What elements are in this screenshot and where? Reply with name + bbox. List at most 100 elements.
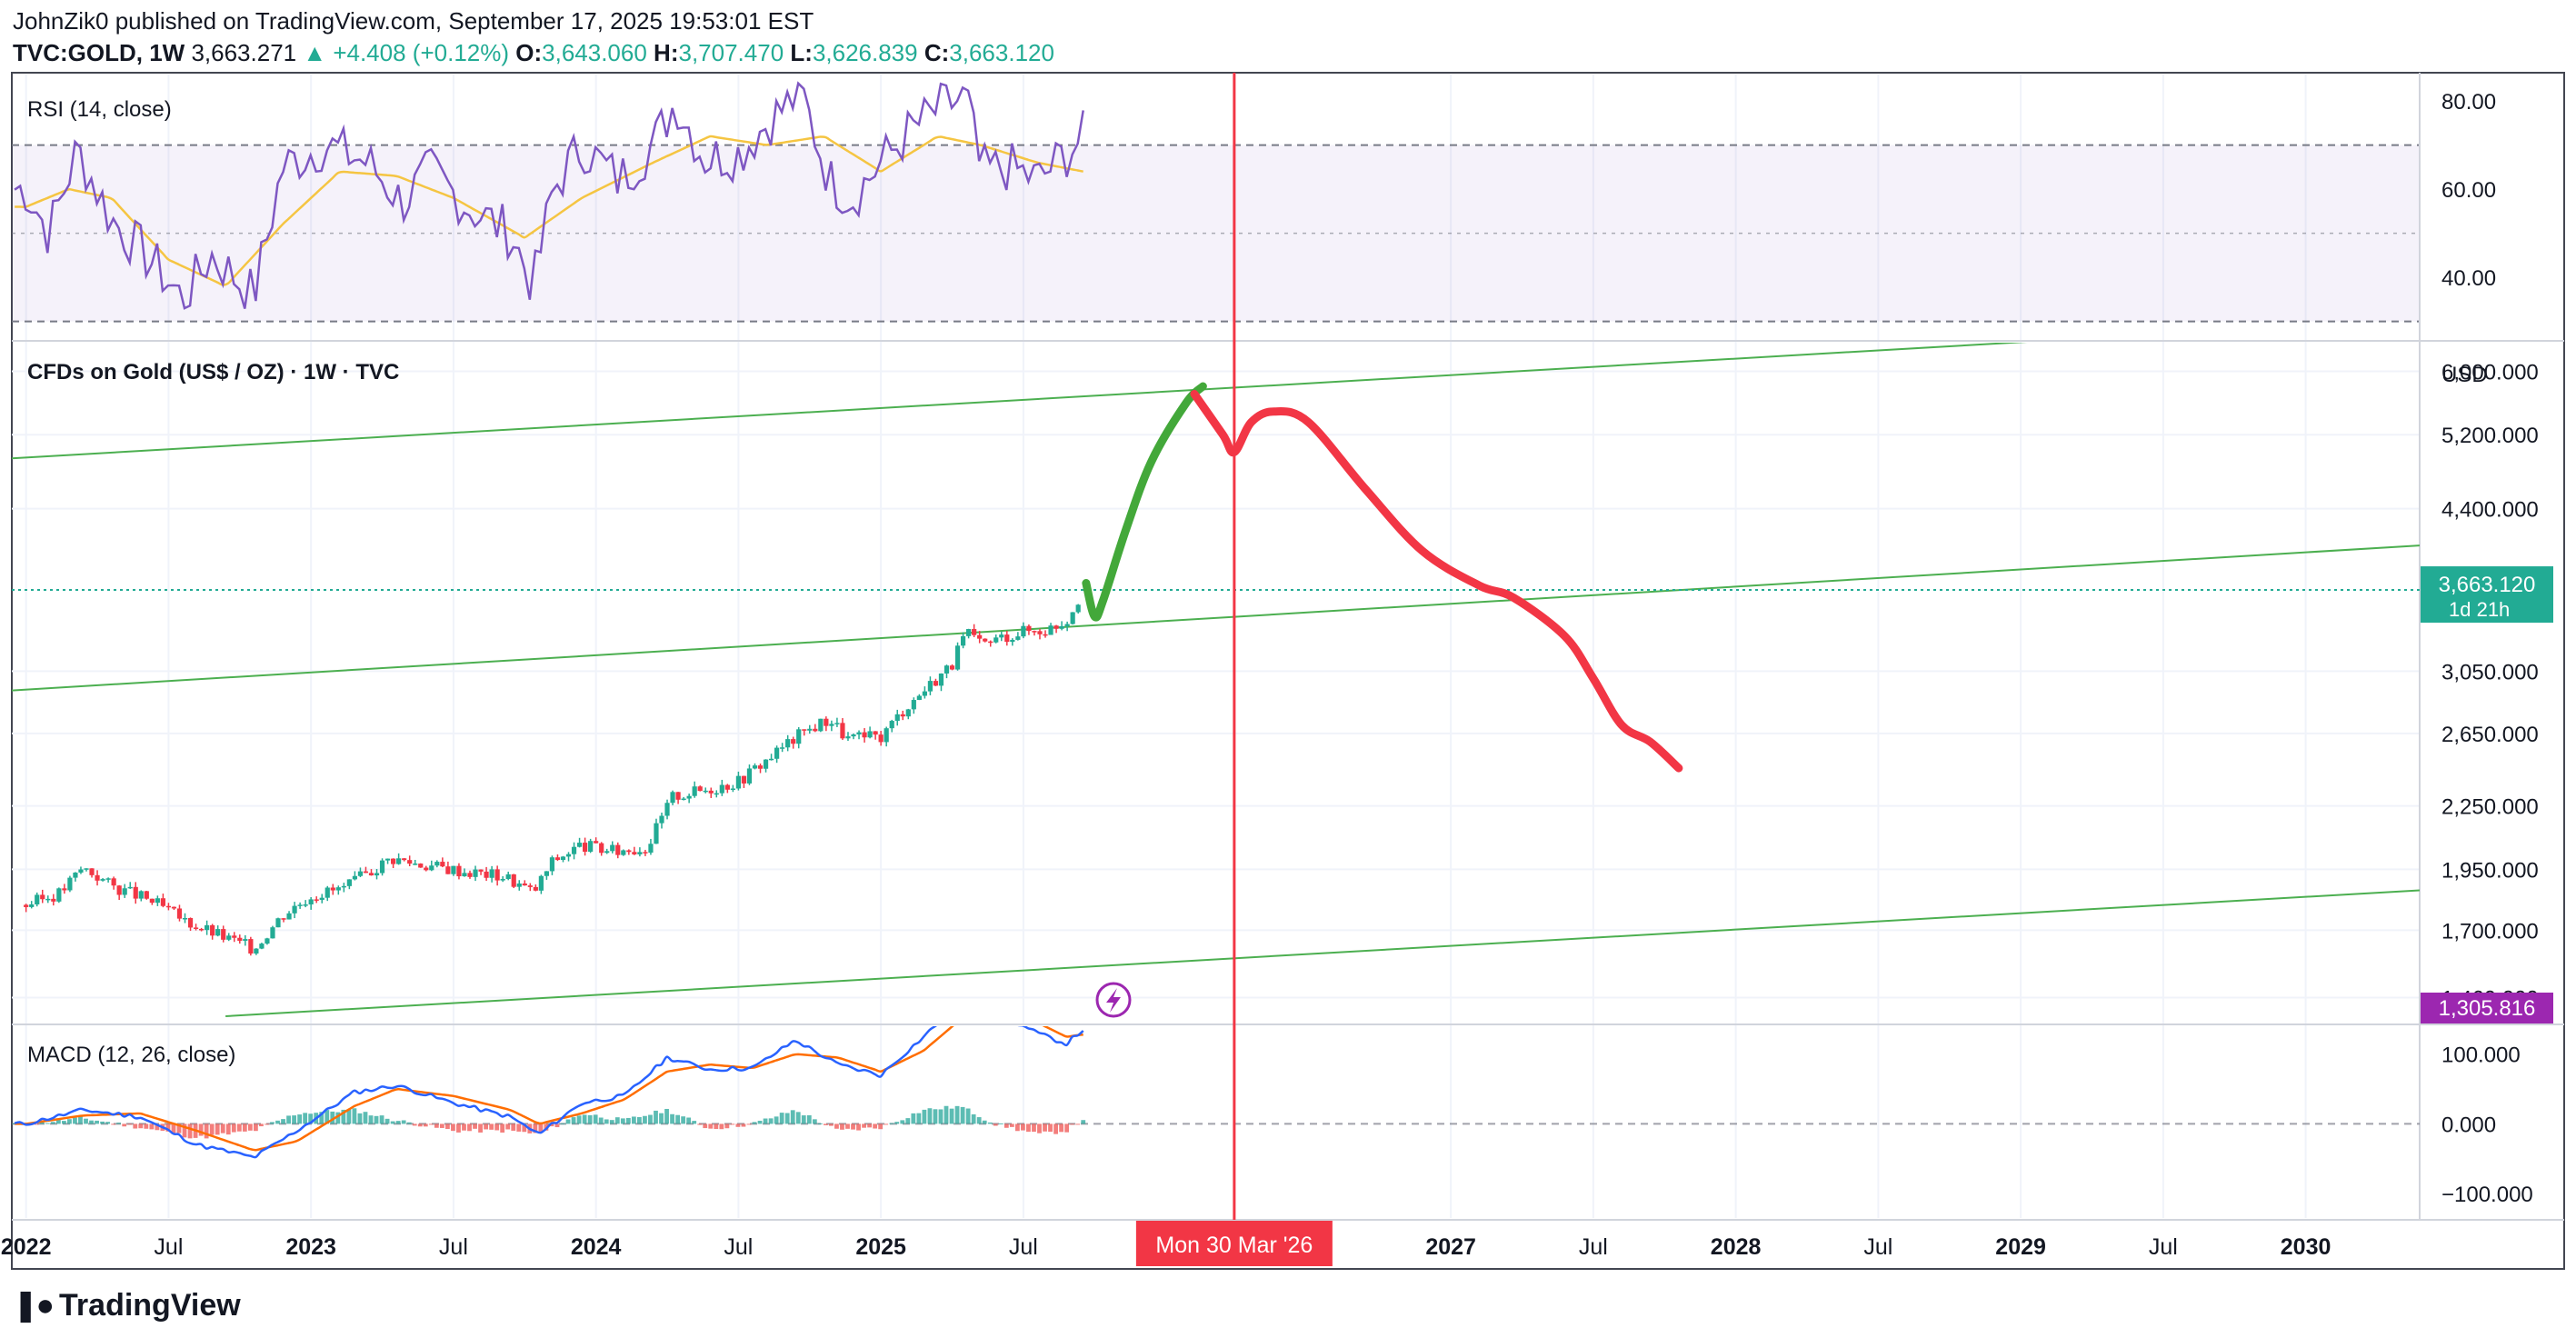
- candle-body: [840, 723, 845, 739]
- candle-body: [1015, 636, 1021, 640]
- candle-body: [1021, 625, 1026, 637]
- macd-hist-bar: [384, 1118, 390, 1124]
- candle-body: [357, 871, 364, 876]
- macd-hist-bar: [554, 1123, 560, 1128]
- channel-line-3: [225, 889, 2420, 1017]
- macd-hist-bar: [357, 1113, 363, 1124]
- candle-body: [462, 873, 467, 877]
- footer-brand[interactable]: ❚● TradingView: [13, 1287, 241, 1323]
- macd-pane[interactable]: MACD (12, 26, close) 100.000 0.000 −100.00…: [12, 1002, 2533, 1207]
- candle-body: [384, 858, 391, 861]
- macd-hist-bar: [834, 1123, 839, 1129]
- macd-hist-bar: [654, 1110, 658, 1124]
- candle-body: [402, 858, 407, 861]
- macd-hist-bar: [894, 1122, 900, 1124]
- candle-body: [867, 731, 873, 738]
- publish-line: JohnZik0 published on TradingView.com, S…: [13, 7, 814, 35]
- macd-hist-bar: [675, 1114, 681, 1124]
- time-tick-label: 2027: [1425, 1234, 1476, 1260]
- rsi-pane[interactable]: RSI (14, close) 80.00 60.00 40.00: [12, 81, 2496, 323]
- macd-tick-label: 0.000: [2441, 1113, 2496, 1137]
- candle-body: [834, 723, 840, 724]
- rsi-line: [14, 81, 1084, 310]
- macd-hist-bar: [664, 1108, 669, 1124]
- lightning-icon[interactable]: [1095, 982, 1132, 1018]
- projection-up-drawing[interactable]: [1082, 382, 1207, 622]
- candle-body: [889, 721, 894, 729]
- macd-line: [14, 1026, 1084, 1159]
- macd-hist-bar: [571, 1117, 576, 1124]
- time-tick-label: 2025: [855, 1234, 906, 1260]
- candle-body: [254, 948, 259, 954]
- macd-hist-bar: [714, 1123, 719, 1129]
- candle-body: [664, 803, 670, 816]
- chart-title: CFDs on Gold (US$ / OZ) · 1W · TVC: [27, 360, 399, 384]
- macd-hist-bar: [795, 1112, 801, 1124]
- macd-hist-bar: [1014, 1123, 1020, 1132]
- rsi-tick-label: 80.00: [2441, 90, 2496, 115]
- macd-label: MACD (12, 26, close): [27, 1043, 235, 1067]
- macd-hist-bar: [1064, 1123, 1070, 1133]
- price-tick-label: 1,700.000: [2441, 919, 2539, 944]
- macd-hist-bar: [927, 1108, 933, 1124]
- macd-hist-bar: [84, 1118, 88, 1124]
- price-tick-label: 4,400.000: [2441, 498, 2539, 523]
- macd-hist-bar: [801, 1115, 806, 1124]
- macd-hist-bar: [220, 1123, 225, 1133]
- candle-body: [237, 937, 243, 942]
- macd-hist-bar: [259, 1123, 264, 1127]
- macd-hist-bar: [971, 1113, 976, 1124]
- macd-hist-bar: [111, 1123, 116, 1125]
- candle-body: [856, 732, 862, 735]
- macd-hist-bar: [779, 1113, 784, 1124]
- candle-body: [675, 792, 681, 800]
- macd-hist-bar: [456, 1123, 461, 1133]
- macd-hist-bar: [1009, 1123, 1014, 1127]
- macd-hist-bar: [670, 1113, 674, 1124]
- macd-hist-bar: [204, 1123, 209, 1139]
- macd-histogram: [12, 1105, 1086, 1139]
- macd-hist-bar: [395, 1121, 401, 1124]
- candle-body: [122, 888, 127, 895]
- macd-hist-bar: [390, 1121, 395, 1124]
- time-tick-label: 2028: [1711, 1234, 1762, 1260]
- macd-hist-bar: [609, 1120, 614, 1124]
- candle-body: [314, 899, 319, 901]
- candle-body: [95, 874, 100, 881]
- candle-body: [182, 918, 188, 920]
- macd-hist-bar: [297, 1114, 303, 1124]
- macd-hist-bar: [976, 1117, 982, 1124]
- candle-body: [576, 843, 583, 847]
- macd-hist-bar: [489, 1123, 494, 1130]
- candle-body: [467, 873, 473, 877]
- macd-hist-bar: [1032, 1123, 1036, 1133]
- time-axis[interactable]: 2022 Jul 2023 Jul 2024 Jul 2025 Jul 2027 Jul 2028 J…: [1, 1234, 2331, 1260]
- macd-tick-label: 100.000: [2441, 1043, 2521, 1068]
- macd-hist-bar: [215, 1123, 220, 1135]
- macd-hist-bar: [231, 1123, 236, 1133]
- macd-hist-bar: [352, 1108, 357, 1124]
- macd-hist-bar: [724, 1123, 730, 1129]
- candle-body: [78, 869, 84, 873]
- candle-body: [1037, 631, 1043, 634]
- macd-hist-bar: [856, 1123, 861, 1131]
- macd-axis: 100.000 0.000 −100.000: [2441, 1043, 2533, 1207]
- candle-body: [977, 634, 983, 639]
- price-axis[interactable]: 6,000.000 5,200.000 4,400.000 3,050.000 2,65…: [2441, 360, 2539, 1011]
- candle-body: [193, 927, 199, 929]
- macd-hist-bar: [1048, 1123, 1053, 1133]
- candle-body: [292, 905, 297, 914]
- channel-lines[interactable]: [12, 319, 2420, 1017]
- price-pane[interactable]: CFDs on Gold (US$ / OZ) · 1W · TVC USD 6…: [12, 319, 2539, 1018]
- macd-hist-bar: [516, 1123, 522, 1132]
- macd-hist-bar: [812, 1119, 817, 1124]
- candle-body: [741, 775, 747, 784]
- tradingview-logo-icon: ❚●: [13, 1288, 55, 1323]
- candle-body: [818, 718, 824, 732]
- brand-name: TradingView: [59, 1287, 241, 1323]
- candle-body: [780, 747, 785, 749]
- candle-body: [544, 871, 549, 876]
- candle-body: [610, 844, 615, 852]
- projection-down-drawing[interactable]: [1190, 389, 1683, 773]
